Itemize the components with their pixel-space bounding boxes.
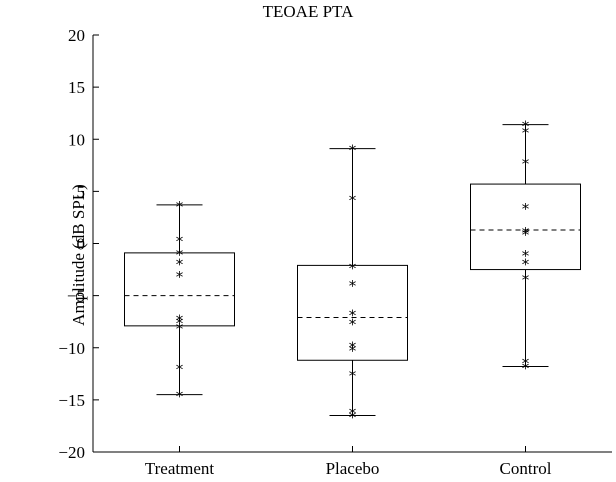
data-point: * [522,255,530,273]
data-point: * [522,226,530,244]
data-point: * [522,118,530,136]
data-point: * [176,361,184,379]
data-point: * [176,315,184,333]
data-point: * [522,155,530,173]
data-point: * [522,247,530,265]
box-body [297,264,408,361]
data-point: * [522,124,530,142]
y-tick-label: 5 [77,182,86,201]
data-point: * [176,232,184,250]
y-tick-label: −20 [58,443,85,462]
y-tick-label: 0 [77,235,86,254]
axes: −20 −15 −10 −5 0 5 10 15 20 Treatment Placebo Contr… [58,26,612,478]
y-tick-label: 15 [68,78,85,97]
data-point: * [349,342,357,360]
data-point: * [349,277,357,295]
boxes-group: ******************************** [124,118,581,427]
data-point: * [349,306,357,324]
data-point: * [176,320,184,338]
y-tick-label: −10 [58,339,85,358]
box-body [470,183,581,271]
data-point: * [522,360,530,378]
data-point: * [349,192,357,210]
box-treatment: ********** [124,198,235,406]
box-body [124,252,235,327]
box-placebo: *********** [297,142,408,427]
data-point: * [522,224,530,242]
data-point: * [522,271,530,289]
data-point: * [176,246,184,264]
data-point: * [176,268,184,286]
data-point: * [522,354,530,372]
data-point: * [176,198,184,216]
data-point: * [349,339,357,357]
data-point: * [176,388,184,406]
data-point: * [349,367,357,385]
data-point: * [176,255,184,273]
x-tick-label: Control [500,459,552,478]
y-tick-label: 10 [68,130,85,149]
y-tick-label: −5 [67,287,85,306]
y-tick-label: 20 [68,26,85,45]
x-tick-label: Placebo [326,459,380,478]
chart-title: TEOAE PTA [262,2,354,21]
data-point: * [349,142,357,160]
data-point: * [176,312,184,330]
data-point: * [349,404,357,422]
y-tick-label: −15 [58,391,85,410]
data-point: * [349,259,357,277]
data-point: * [349,409,357,427]
x-tick-label: Treatment [145,459,215,478]
data-point: * [522,200,530,218]
box-control: *********** [470,118,581,378]
data-point: * [349,316,357,334]
